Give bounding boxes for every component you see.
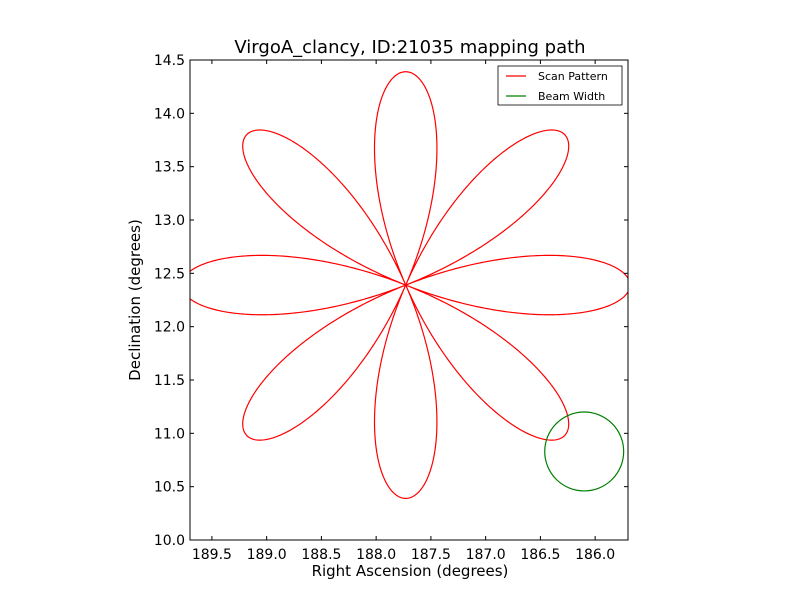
y-tick-label: 11.5: [154, 373, 185, 389]
y-tick-label: 12.5: [154, 266, 185, 282]
x-tick-label: 186.5: [520, 547, 560, 563]
y-tick-label: 14.5: [154, 53, 185, 69]
y-axis: 10.0 10.5 11.0 11.5 12.0 12.5 13.0 13.5 14.0 14.5: [154, 53, 628, 549]
x-tick-label: 189.5: [192, 547, 232, 563]
y-tick-label: 14.0: [154, 106, 185, 122]
legend-label-beam-width: Beam Width: [538, 90, 605, 103]
chart-title: VirgoA_clancy, ID:21035 mapping path: [234, 37, 585, 58]
y-tick-label: 11.0: [154, 426, 185, 442]
x-tick-label: 187.5: [411, 547, 451, 563]
scan-pattern-line: [190, 71, 628, 500]
y-tick-label: 12.0: [154, 320, 185, 336]
legend: Scan Pattern Beam Width: [497, 65, 623, 106]
legend-label-scan-pattern: Scan Pattern: [538, 70, 608, 83]
legend-box: [497, 65, 623, 106]
x-axis: 189.5 189.0 188.5 188.0 187.5 187.0 186.5 186.0: [192, 60, 615, 563]
y-tick-label: 13.0: [154, 213, 185, 229]
beam-width-circle: [544, 411, 625, 492]
y-axis-label: Declination (degrees): [126, 219, 144, 381]
x-tick-label: 188.0: [356, 547, 396, 563]
y-tick-label: 10.0: [154, 533, 185, 549]
x-axis-label: Right Ascension (degrees): [312, 562, 509, 580]
x-tick-label: 186.0: [575, 547, 615, 563]
x-tick-label: 187.0: [466, 547, 506, 563]
y-tick-label: 13.5: [154, 160, 185, 176]
plot-area: [189, 59, 629, 541]
y-tick-label: 10.5: [154, 480, 185, 496]
x-tick-label: 189.0: [247, 547, 287, 563]
x-tick-label: 188.5: [301, 547, 341, 563]
plot-frame: [189, 59, 629, 541]
